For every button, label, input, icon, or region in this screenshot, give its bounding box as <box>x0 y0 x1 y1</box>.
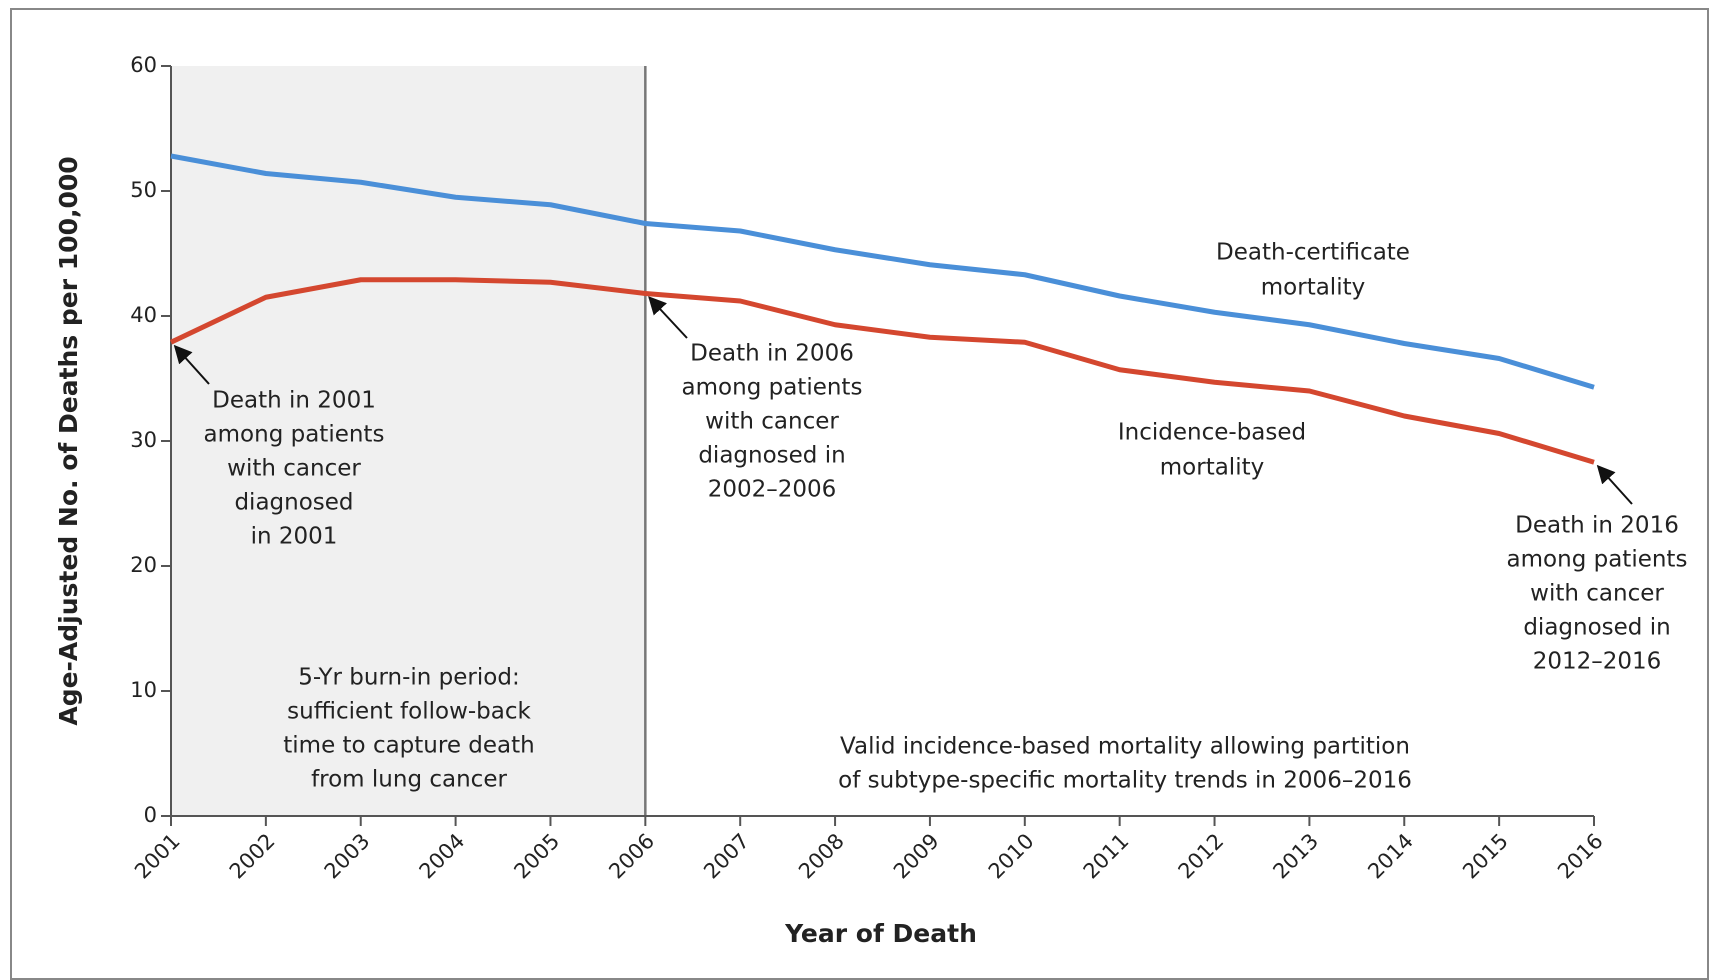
annotation: Death in 2016 <box>1515 513 1679 539</box>
x-tick-label: 2009 <box>889 829 944 884</box>
frame <box>10 8 1709 980</box>
x-tick-label: 2005 <box>509 829 564 884</box>
annotation: among patients <box>204 422 385 448</box>
annotation: diagnosed in <box>1523 615 1670 641</box>
x-tick-label: 2010 <box>984 829 1039 884</box>
annotation: sufficient follow-back <box>287 699 531 725</box>
annotation: Death in 2006 <box>690 341 854 367</box>
annotation: 5-Yr burn-in period: <box>298 665 519 691</box>
x-tick-label: 2007 <box>699 829 754 884</box>
series-label: mortality <box>1261 275 1365 301</box>
x-tick-label: 2011 <box>1079 829 1134 884</box>
x-tick-label: 2003 <box>320 829 375 884</box>
x-tick-label: 2002 <box>225 829 280 884</box>
y-tick-label: 30 <box>130 428 157 452</box>
annotation: among patients <box>682 375 863 401</box>
series-label: Incidence-based <box>1118 420 1306 446</box>
annotation: Valid incidence-based mortality allowing… <box>840 734 1410 760</box>
annotation-arrow <box>648 296 688 339</box>
x-tick-label: 2013 <box>1268 829 1323 884</box>
series-line <box>169 277 1595 465</box>
series-label: Death-certificate <box>1216 240 1410 266</box>
annotation: time to capture death <box>283 733 534 759</box>
x-tick-label: 2016 <box>1553 829 1608 884</box>
x-tick-label: 2014 <box>1363 829 1418 884</box>
y-tick-label: 10 <box>130 678 157 702</box>
annotation-arrow <box>1596 464 1633 505</box>
x-tick-label: 2006 <box>604 829 659 884</box>
y-tick-label: 40 <box>130 303 157 327</box>
x-tick-label: 2015 <box>1458 829 1513 884</box>
y-tick-label: 0 <box>144 803 157 827</box>
annotation: of subtype-specific mortality trends in … <box>838 768 1412 794</box>
annotation-arrow <box>173 344 210 385</box>
x-tick-label: 2012 <box>1174 829 1229 884</box>
annotation: diagnosed in <box>698 443 845 469</box>
y-tick-label: 20 <box>130 553 157 577</box>
x-tick-label: 2008 <box>794 829 849 884</box>
annotation: among patients <box>1507 547 1688 573</box>
annotation: diagnosed <box>234 490 353 516</box>
annotation: with cancer <box>705 409 839 435</box>
series-label: mortality <box>1160 455 1264 481</box>
y-tick-label: 50 <box>130 178 157 202</box>
y-tick-label: 60 <box>130 53 157 77</box>
annotation: with cancer <box>227 456 361 482</box>
annotation: Death in 2001 <box>212 388 376 414</box>
x-tick-label: 2001 <box>130 829 185 884</box>
annotation: in 2001 <box>251 524 338 550</box>
x-tick-label: 2004 <box>415 829 470 884</box>
y-axis-label: Age-Adjusted No. of Deaths per 100,000 <box>54 156 83 725</box>
annotation: 2012–2016 <box>1533 649 1662 675</box>
annotation: with cancer <box>1530 581 1664 607</box>
series-line <box>170 153 1595 390</box>
x-axis-label: Year of Death <box>784 919 977 948</box>
annotation: 2002–2006 <box>708 477 837 503</box>
annotation: from lung cancer <box>311 767 507 793</box>
